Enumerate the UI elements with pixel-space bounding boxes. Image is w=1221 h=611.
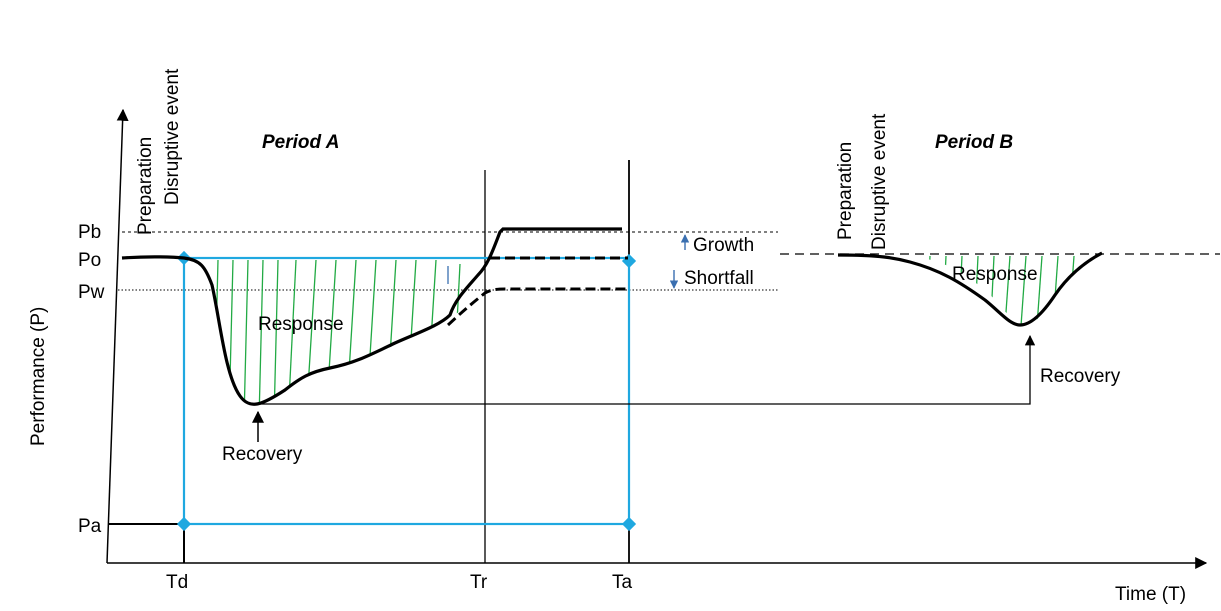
- ta-label: Ta: [612, 572, 633, 593]
- performance-curve-a-lower: [446, 287, 628, 327]
- period-a-title: Period A: [262, 132, 339, 153]
- performance-curve-a: [121, 227, 622, 406]
- response-label-b: Response: [952, 264, 1038, 285]
- period-b-disruptive-event-label: Disruptive event: [869, 113, 890, 250]
- pb-label: Pb: [78, 222, 101, 243]
- response-label-a: Response: [258, 314, 344, 335]
- po-label: Po: [78, 250, 101, 271]
- period-b-title: Period B: [935, 132, 1013, 153]
- y-axis: [106, 108, 129, 564]
- blue-reference-box: [182, 256, 631, 526]
- box-corner-marker-bl: [176, 516, 192, 532]
- box-corner-marker-tr: [621, 253, 637, 269]
- tr-label: Tr: [470, 572, 488, 593]
- period-a-disruptive-event-label: Disruptive event: [162, 68, 183, 205]
- response-hatch-a: [213, 259, 461, 405]
- recovery-label-b: Recovery: [1040, 366, 1121, 387]
- recovery-connector: [258, 334, 1036, 405]
- growth-label: Growth: [693, 235, 754, 256]
- td-label: Td: [166, 572, 188, 593]
- performance-curve-b: [837, 251, 1103, 327]
- recovery-label-a: Recovery: [222, 444, 303, 465]
- pw-label: Pw: [78, 282, 105, 303]
- box-corner-marker-br: [621, 516, 637, 532]
- period-a-preparation-label: Preparation: [135, 137, 156, 235]
- period-b-preparation-label: Preparation: [835, 142, 856, 240]
- y-axis-label: Performance (P): [28, 307, 49, 446]
- shortfall-label: Shortfall: [684, 268, 754, 289]
- x-axis-label: Time (T): [1115, 584, 1186, 605]
- pa-label: Pa: [78, 516, 102, 537]
